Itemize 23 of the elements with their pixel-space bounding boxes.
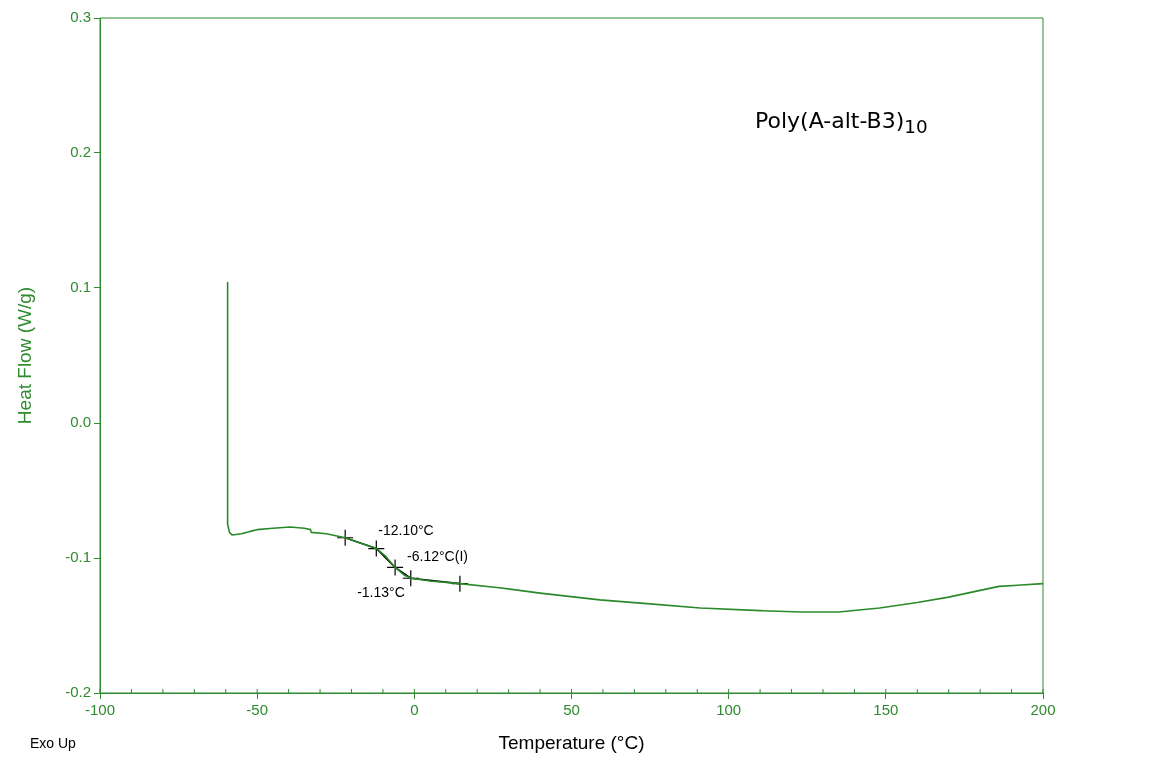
x-tick-label: 100 xyxy=(716,701,742,719)
y-tick-label: -0.2 xyxy=(65,683,91,701)
text: Poly(A-alt-B3)$_{10}$ xyxy=(755,108,928,138)
x-tick-label: 200 xyxy=(1030,701,1056,719)
x-tick-label: -50 xyxy=(246,701,269,719)
annotation: -12.10°C xyxy=(378,522,434,539)
annotation: -1.13°C xyxy=(357,584,405,601)
text: Exo Up xyxy=(30,734,77,751)
y-tick-label: 0.2 xyxy=(70,143,91,161)
y-tick-label: -0.1 xyxy=(65,548,91,566)
annotation: -6.12°C(I) xyxy=(407,548,468,565)
point xyxy=(336,529,354,547)
point xyxy=(367,539,385,558)
x-tick-label: 150 xyxy=(873,701,899,719)
y-tick-label: 0.0 xyxy=(70,413,91,431)
y-axis-title: Heat Flow (W/g) xyxy=(13,286,35,425)
y-tick-label: 0.3 xyxy=(70,8,91,26)
x-tick-label: 0 xyxy=(410,701,419,719)
x-axis-title: Temperature (°C) xyxy=(498,731,645,753)
point xyxy=(386,558,404,577)
x-tick-label: -100 xyxy=(84,701,116,719)
y-tick-label: 0.1 xyxy=(70,278,91,296)
x-tick-label: 50 xyxy=(563,701,580,719)
